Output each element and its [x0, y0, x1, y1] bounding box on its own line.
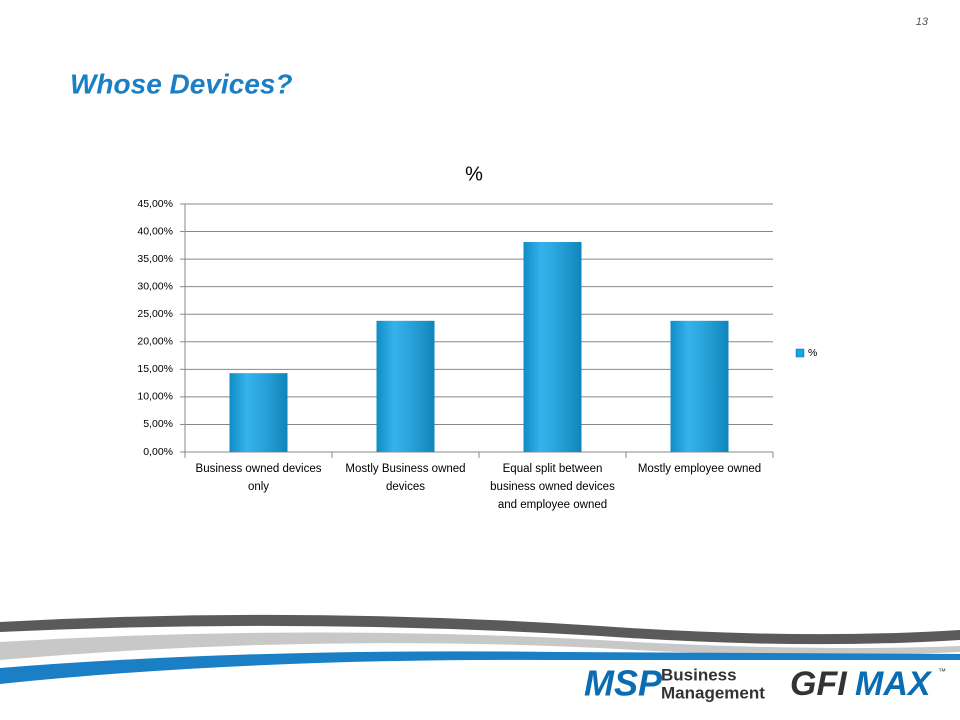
swoosh [0, 651, 960, 684]
page-number: 13 [916, 16, 929, 28]
y-tick-label: 25,00% [137, 308, 173, 320]
y-tick-label: 35,00% [137, 253, 173, 265]
x-tick-label: Equal split between business owned devic… [490, 463, 615, 511]
swoosh [0, 614, 960, 645]
logo-text: Business [661, 665, 737, 684]
y-tick-label: 45,00% [137, 198, 173, 210]
chart-title: % [465, 163, 483, 185]
logo-max: MAX [855, 665, 933, 703]
logo-tm: ™ [938, 667, 946, 676]
y-tick-label: 10,00% [137, 391, 173, 403]
slide-title: Whose Devices? [70, 68, 293, 99]
logo-msp: MSP [584, 663, 663, 704]
bar-shade [523, 242, 582, 452]
y-tick-label: 20,00% [137, 336, 173, 348]
x-tick-label: Mostly Business owned devices [345, 463, 466, 493]
y-tick-label: 15,00% [137, 363, 173, 375]
y-tick-label: 30,00% [137, 280, 173, 292]
y-tick-label: 5,00% [143, 418, 173, 430]
x-tick-label: Business owned devices only [195, 463, 322, 493]
logo-gfi: GFI [790, 665, 848, 703]
bar-shade [670, 320, 729, 452]
y-tick-label: 0,00% [143, 446, 173, 458]
y-tick-label: 40,00% [137, 225, 173, 237]
bar-shade [229, 373, 288, 452]
bar-shade [376, 320, 435, 452]
legend-swatch [795, 348, 805, 358]
logo-text: Management [661, 683, 765, 702]
x-tick-label: Mostly employee owned [637, 463, 762, 475]
legend-label: % [808, 347, 817, 359]
